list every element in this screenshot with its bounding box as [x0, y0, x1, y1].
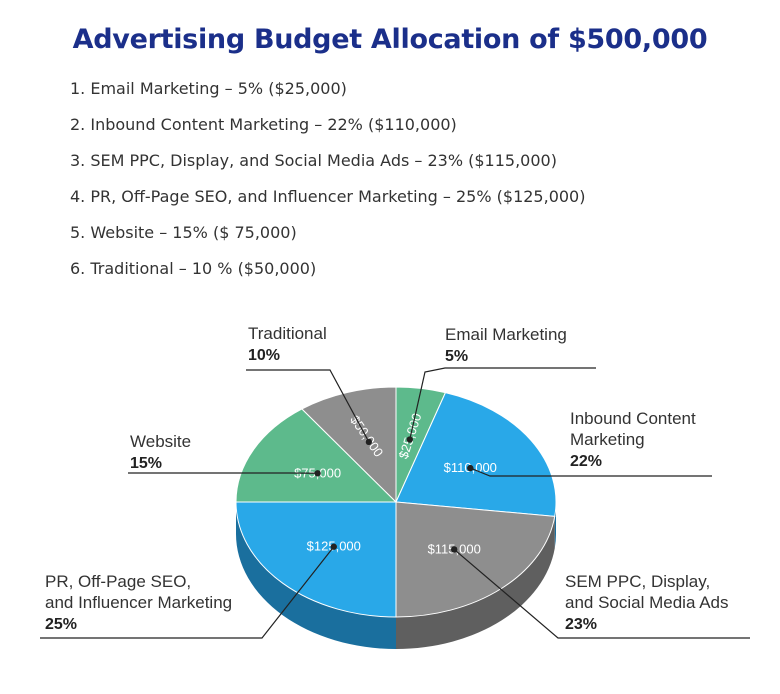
pie-slice-3 [235, 501, 397, 618]
pie-slice-5 [301, 386, 397, 504]
pie-side-2 [396, 516, 555, 649]
list-item: 1. Email Marketing – 5% ($25,000) [70, 79, 347, 98]
pie-slice-1 [395, 392, 557, 517]
list-item: 5. Website – 15% ($ 75,000) [70, 223, 297, 242]
pie-slice-4 [235, 408, 398, 503]
leader-line [453, 548, 750, 639]
slice-label: and Social Media Ads [565, 593, 729, 612]
slice-percent-label: 23% [565, 616, 597, 633]
leader-dot [365, 438, 373, 446]
leader-dot [467, 464, 474, 472]
slice-label: Email Marketing [445, 325, 567, 344]
pie-slice-2 [395, 501, 556, 618]
leader-line [246, 369, 370, 443]
slice-label: Marketing [570, 430, 645, 449]
slice-label: Website [130, 432, 191, 451]
leader-dot [330, 543, 337, 550]
leader-dot [314, 470, 321, 477]
slice-percent-label: 25% [45, 616, 77, 633]
slice-label: SEM PPC, Display, [565, 572, 710, 591]
list-item: 6. Traditional – 10 % ($50,000) [70, 259, 317, 278]
list-item: 4. PR, Off-Page SEO, and Influencer Mark… [70, 187, 586, 206]
pie-side-3 [236, 502, 396, 649]
slice-label: and Influencer Marketing [45, 593, 232, 612]
leader-line [409, 367, 596, 440]
leader-dot [406, 436, 413, 443]
leader-line [40, 546, 335, 639]
list-item: 2. Inbound Content Marketing – 22% ($110… [70, 115, 457, 134]
slice-percent-label: 22% [570, 453, 602, 470]
slice-label: Inbound Content [570, 409, 696, 428]
leader-line [470, 467, 712, 477]
chart-title: Advertising Budget Allocation of $500,00… [72, 24, 708, 55]
slice-percent-label: 5% [445, 348, 468, 365]
pie-chart: $25,000$110,000$115,000$125,000$75,000$5… [40, 324, 750, 649]
slice-label: PR, Off-Page SEO, [45, 572, 191, 591]
slice-percent-label: 15% [130, 455, 162, 472]
allocation-list: 1. Email Marketing – 5% ($25,000) 2. Inb… [70, 78, 585, 294]
slice-percent-label: 10% [248, 347, 280, 364]
slice-label: Traditional [248, 324, 327, 343]
leader-dot [450, 546, 458, 553]
list-item: 3. SEM PPC, Display, and Social Media Ad… [70, 151, 557, 170]
